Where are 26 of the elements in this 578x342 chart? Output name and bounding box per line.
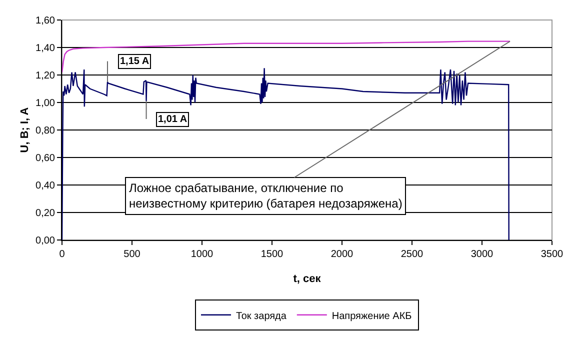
- y-axis-title: U, B; I, A: [19, 107, 32, 153]
- x-tick-label: 3500: [540, 249, 564, 260]
- y-tick-label: 1,40: [36, 43, 56, 54]
- annotation: Ложное срабатывание, отключение по неизвестному критерию (батарея недозаряжена): [129, 181, 402, 211]
- y-tick-label: 0,00: [36, 236, 56, 246]
- x-tick-label: 2500: [400, 249, 424, 260]
- line-series: [62, 40, 511, 73]
- line-series: [62, 68, 510, 240]
- x-tick-label: 0: [59, 249, 66, 260]
- legend-label: Напряжение АКБ: [332, 310, 412, 322]
- x-axis-title: t, сек: [293, 273, 322, 286]
- y-tick-label: 1,60: [36, 16, 56, 26]
- x-tick-label: 500: [124, 249, 141, 260]
- x-tick-label: 1500: [260, 249, 284, 260]
- legend-label: Ток заряда: [236, 310, 287, 322]
- annotation: 1,15 A: [120, 56, 150, 67]
- y-tick-label: 1,20: [36, 70, 56, 82]
- x-tick-label: 2000: [330, 249, 354, 260]
- x-tick-label: 1000: [190, 249, 214, 260]
- y-tick-label: 0,40: [36, 180, 56, 192]
- y-tick-label: 0,20: [36, 208, 56, 219]
- y-tick-label: 0,60: [36, 153, 56, 164]
- x-tick-label: 3000: [470, 249, 494, 260]
- y-tick-label: 0,80: [36, 126, 56, 136]
- y-tick-label: 1,00: [36, 98, 56, 109]
- annotation: 1,01 A: [158, 114, 188, 125]
